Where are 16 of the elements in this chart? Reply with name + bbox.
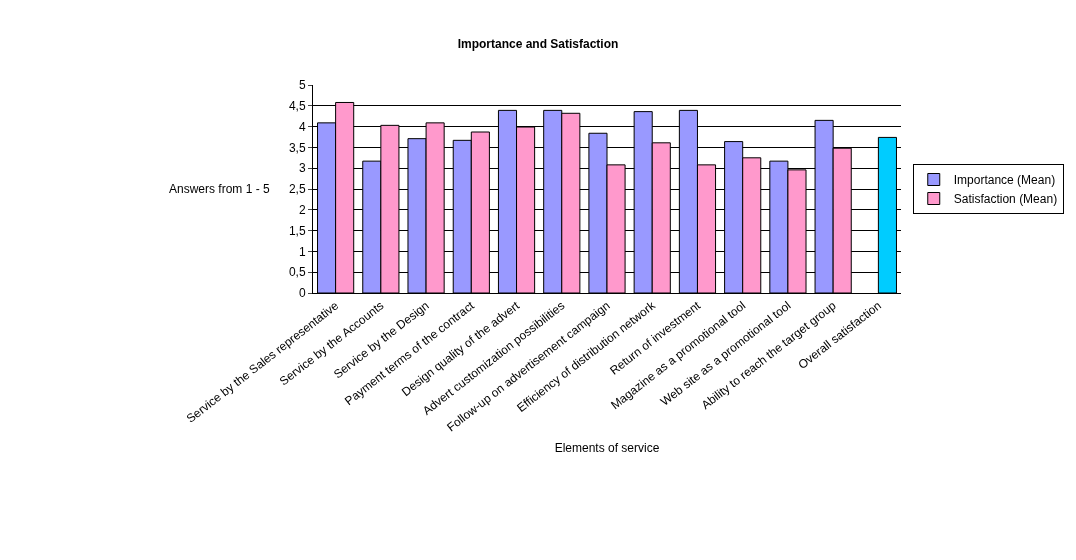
y-tick-label: 2,5 bbox=[288, 182, 306, 197]
y-tick-label: 4,5 bbox=[288, 99, 306, 113]
y-tick-label: 0 bbox=[298, 286, 306, 301]
chart-title: Importance and Satisfaction bbox=[457, 36, 619, 51]
y-tick-label: 3,5 bbox=[288, 140, 306, 155]
y-tick-label: 5 bbox=[298, 78, 306, 93]
legend-label: Importance (Mean) bbox=[953, 173, 1056, 188]
y-tick-label: 1 bbox=[298, 244, 306, 259]
y-tick-label: 3 bbox=[298, 161, 306, 176]
y-tick-label: 1,5 bbox=[288, 223, 306, 238]
y-axis-title: Answers from 1 - 5 bbox=[169, 182, 271, 196]
legend-label: Satisfaction (Mean) bbox=[953, 192, 1058, 207]
x-axis-title: Elements of service bbox=[554, 441, 660, 456]
y-tick-label: 2 bbox=[298, 203, 306, 217]
y-tick-label: 4 bbox=[298, 119, 306, 134]
y-tick-label: 0,5 bbox=[288, 265, 306, 280]
